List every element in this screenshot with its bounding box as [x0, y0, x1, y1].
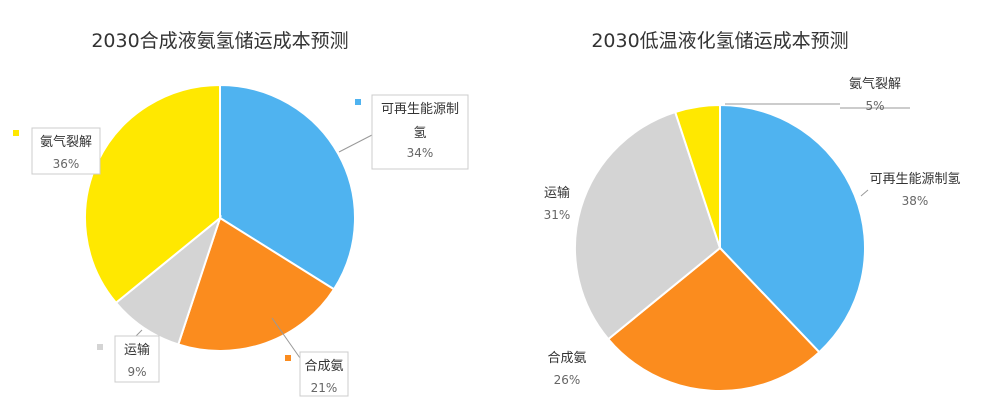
pie1-pct-renewable: 38%: [902, 194, 929, 208]
pie1-pct-ammonia-synthesis: 26%: [554, 373, 581, 387]
pie1-label-transport: 运输: [544, 185, 570, 201]
pie0-pct-renewable: 34%: [407, 146, 434, 160]
pie0-callout-ammonia-synthesis: [299, 351, 349, 397]
pie0-legend-marker-ammonia-cracking: [13, 130, 19, 136]
pie1-label-renewable: 可再生能源制氢: [869, 172, 960, 187]
pie0-pct-transport: 9%: [127, 365, 146, 379]
pie0-leader-renewable: [338, 134, 373, 153]
pie0-label-ammonia-synthesis: 合成氨: [304, 359, 343, 374]
right-pie-chart: 可再生能源制氢 38% 合成氨 26% 运输 31% 氨气裂解 5%: [544, 76, 961, 392]
pie1-pct-transport: 31%: [544, 208, 571, 222]
pie0-slice-ammonia-synthesis: [177, 216, 336, 352]
pie1-label-ammonia-synthesis: 合成氨: [547, 351, 586, 366]
pie0-label-renewable: 可再生能源制: [381, 102, 459, 117]
pie0-callout-renewable: [371, 94, 469, 170]
pie0-legend-marker-renewable: [355, 99, 361, 105]
right-chart-title: 2030低温液化氢储运成本预测: [591, 30, 848, 52]
left-chart-title: 2030合成液氨氢储运成本预测: [91, 30, 348, 52]
pie0-label-renewable: 氢: [413, 126, 426, 141]
pie1-slice-ammonia-cracking: [673, 103, 721, 249]
pie1-slice-transport: [574, 110, 722, 341]
pie1-slice-ammonia-synthesis: [606, 246, 821, 392]
pie0-pct-ammonia-cracking: 36%: [53, 157, 80, 171]
pie0-leader-transport: [135, 329, 143, 337]
pie0-label-transport: 运输: [124, 342, 150, 358]
pie1-label-ammonia-cracking: 氨气裂解: [849, 76, 901, 92]
pie0-pct-ammonia-synthesis: 21%: [311, 381, 338, 395]
pie0-legend-marker-transport: [97, 344, 103, 350]
pie0-callout-transport: [114, 335, 160, 383]
pie1-slice-renewable: [719, 103, 866, 354]
pie0-callout-ammonia-cracking: [31, 127, 101, 175]
left-pie-chart: 可再生能源制氢 34% 合成氨 21% 运输 9% 氨气裂解 36%: [13, 83, 469, 397]
pie1-leader-renewable: [860, 189, 869, 197]
pie0-label-ammonia-cracking: 氨气裂解: [40, 134, 92, 150]
pie1-pct-ammonia-cracking: 5%: [865, 99, 884, 113]
pie0-leader-ammonia-synthesis: [271, 317, 301, 359]
pie0-legend-marker-ammonia-synthesis: [285, 355, 291, 361]
